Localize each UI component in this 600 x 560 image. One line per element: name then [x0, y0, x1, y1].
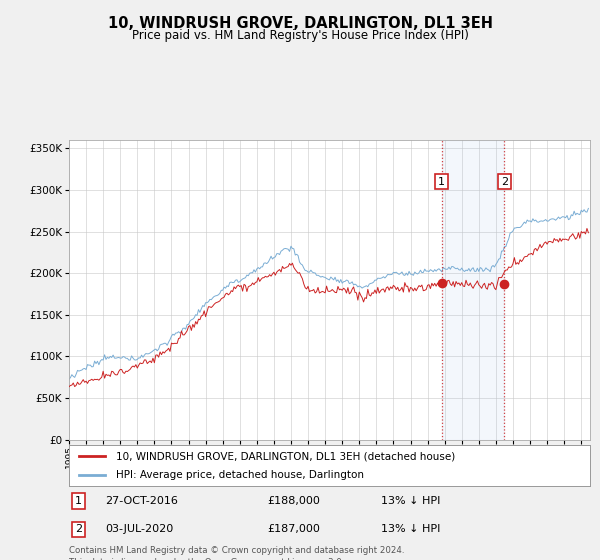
Text: 1: 1 — [75, 496, 82, 506]
Text: 13% ↓ HPI: 13% ↓ HPI — [382, 496, 441, 506]
Text: 13% ↓ HPI: 13% ↓ HPI — [382, 524, 441, 534]
Text: Contains HM Land Registry data © Crown copyright and database right 2024.
This d: Contains HM Land Registry data © Crown c… — [69, 546, 404, 560]
Text: HPI: Average price, detached house, Darlington: HPI: Average price, detached house, Darl… — [116, 470, 364, 480]
Text: 10, WINDRUSH GROVE, DARLINGTON, DL1 3EH (detached house): 10, WINDRUSH GROVE, DARLINGTON, DL1 3EH … — [116, 451, 455, 461]
Text: 10, WINDRUSH GROVE, DARLINGTON, DL1 3EH: 10, WINDRUSH GROVE, DARLINGTON, DL1 3EH — [107, 16, 493, 31]
Text: Price paid vs. HM Land Registry's House Price Index (HPI): Price paid vs. HM Land Registry's House … — [131, 29, 469, 42]
Text: 2: 2 — [75, 524, 82, 534]
Text: 27-OCT-2016: 27-OCT-2016 — [106, 496, 178, 506]
Text: £188,000: £188,000 — [267, 496, 320, 506]
Text: £187,000: £187,000 — [267, 524, 320, 534]
Text: 2: 2 — [501, 176, 508, 186]
Text: 03-JUL-2020: 03-JUL-2020 — [106, 524, 174, 534]
Text: 1: 1 — [438, 176, 445, 186]
Bar — [442, 140, 505, 440]
